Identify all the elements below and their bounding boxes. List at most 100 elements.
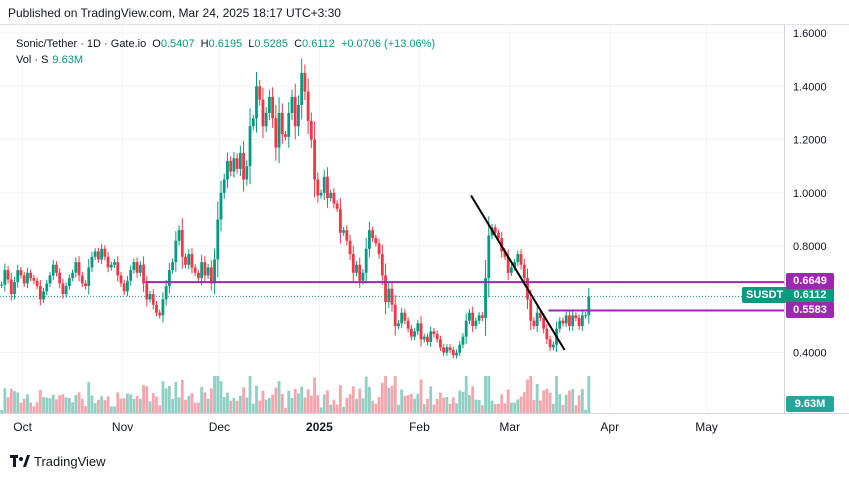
chart-plot-area[interactable] bbox=[0, 24, 784, 414]
volume-bar bbox=[455, 403, 458, 414]
volume-bar bbox=[267, 398, 271, 414]
volume-bar bbox=[393, 376, 397, 414]
candle-body bbox=[132, 262, 136, 271]
volume-bar bbox=[226, 392, 229, 414]
candle-body bbox=[116, 262, 120, 276]
volume-bar bbox=[532, 400, 536, 414]
candle-body bbox=[487, 235, 491, 279]
candle-body bbox=[380, 254, 384, 276]
candle-body bbox=[277, 112, 281, 148]
volume-bar bbox=[67, 398, 71, 414]
candle-body bbox=[90, 256, 94, 268]
low-label: L bbox=[248, 38, 255, 50]
candle-body bbox=[516, 254, 520, 263]
last-price-label: 0.6112 bbox=[786, 287, 834, 304]
candle-body bbox=[306, 91, 310, 121]
candle-body bbox=[509, 267, 513, 273]
tradingview-brand[interactable]: TradingView bbox=[10, 452, 106, 470]
volume-bar bbox=[380, 382, 384, 414]
candle-body bbox=[119, 275, 123, 284]
candle-body bbox=[6, 270, 10, 280]
volume-bar bbox=[197, 402, 200, 414]
candle-body bbox=[222, 179, 226, 193]
volume-bar bbox=[32, 406, 36, 414]
low-value: 0.5285 bbox=[254, 38, 289, 50]
candle-body bbox=[0, 284, 4, 286]
candle-body bbox=[458, 344, 462, 353]
volume-bar bbox=[184, 399, 187, 414]
candle-body bbox=[393, 304, 397, 327]
x-tick-label: Apr bbox=[600, 420, 619, 434]
candle-body bbox=[497, 232, 500, 239]
candle-body bbox=[361, 272, 365, 281]
candle-body bbox=[32, 278, 36, 281]
candle-body bbox=[29, 272, 33, 279]
candle-body bbox=[390, 288, 394, 305]
volume-bar bbox=[93, 403, 97, 414]
volume-bar bbox=[355, 398, 358, 414]
time-axis[interactable]: Oct Nov Dec 2025 Feb Mar Apr May bbox=[0, 413, 849, 440]
candle-body bbox=[522, 264, 526, 279]
volume-bar bbox=[251, 403, 255, 414]
volume-bar bbox=[126, 393, 129, 414]
candle-body bbox=[126, 280, 129, 292]
trendline bbox=[470, 194, 566, 351]
candle-body bbox=[187, 254, 191, 265]
candle-body bbox=[548, 339, 552, 348]
volume-bar bbox=[364, 376, 368, 414]
candle-body bbox=[532, 320, 536, 327]
candle-body bbox=[300, 72, 304, 105]
volume-bar bbox=[564, 394, 568, 414]
candle-body bbox=[506, 256, 510, 273]
volume-bar bbox=[406, 395, 410, 414]
volume-bar bbox=[80, 398, 84, 414]
candle-body bbox=[577, 318, 581, 327]
candle-body bbox=[387, 288, 391, 303]
y-tick-label: 0.4000 bbox=[793, 348, 827, 360]
candle-body bbox=[167, 270, 171, 287]
volume-bar bbox=[42, 397, 45, 414]
volume-bar bbox=[571, 389, 575, 414]
volume-bar bbox=[506, 389, 510, 414]
candle-body bbox=[422, 336, 426, 340]
candle-body bbox=[145, 283, 149, 300]
volume-bar bbox=[361, 398, 365, 414]
x-tick-label: Oct bbox=[13, 420, 32, 434]
candle-body bbox=[103, 248, 107, 257]
volume-bar bbox=[135, 395, 139, 414]
volume-bar bbox=[526, 379, 529, 414]
candle-body bbox=[561, 320, 565, 324]
candle-body bbox=[309, 120, 313, 140]
volume-bar bbox=[22, 398, 26, 414]
candle-body bbox=[419, 323, 423, 340]
price-axis[interactable]: 1.6000 1.4000 1.2000 1.0000 0.8000 0.4000 bbox=[784, 24, 849, 414]
volume-bar bbox=[284, 407, 287, 414]
y-tick-label: 1.2000 bbox=[793, 135, 827, 147]
volume-bar bbox=[458, 390, 462, 414]
volume-bar bbox=[200, 387, 204, 414]
volume-bars bbox=[0, 376, 591, 414]
volume-bar bbox=[106, 396, 110, 414]
open-value: 0.5407 bbox=[160, 38, 195, 50]
candle-body bbox=[280, 112, 284, 135]
candle-body bbox=[413, 331, 416, 337]
volume-bar bbox=[161, 381, 165, 414]
lower-level-label: 0.5583 bbox=[786, 301, 834, 318]
candle-body bbox=[342, 230, 346, 233]
candle-body bbox=[351, 254, 355, 273]
candle-body bbox=[368, 230, 371, 249]
volume-bar bbox=[377, 397, 381, 414]
volume-bar bbox=[519, 396, 523, 414]
candle-body bbox=[551, 344, 555, 348]
x-tick-label: 2025 bbox=[306, 420, 333, 434]
candle-body bbox=[316, 179, 320, 196]
volume-bar bbox=[74, 395, 78, 414]
volume-bar bbox=[0, 410, 4, 414]
volume-bar bbox=[471, 386, 475, 414]
candle-body bbox=[432, 331, 436, 335]
candle-body bbox=[45, 283, 49, 292]
volume-bar bbox=[255, 385, 258, 414]
volume-bar bbox=[419, 379, 423, 414]
candle-body bbox=[193, 267, 197, 273]
candle-body bbox=[322, 176, 326, 193]
